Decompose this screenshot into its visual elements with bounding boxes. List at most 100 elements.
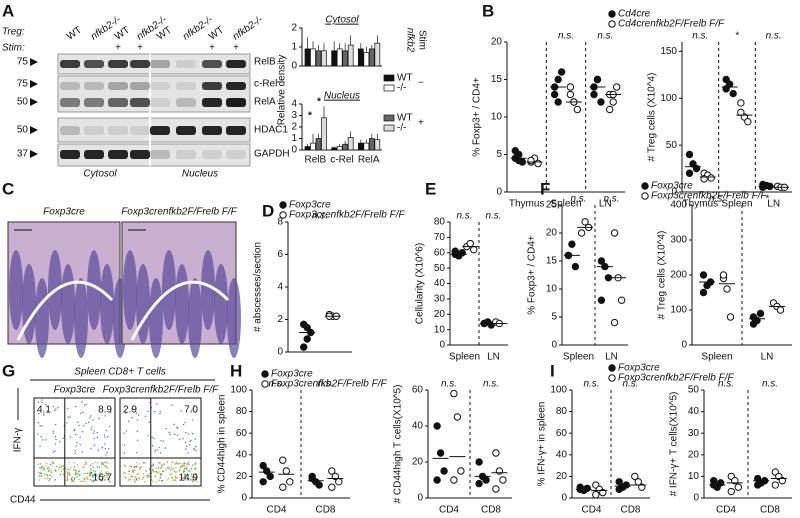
flow-event [89,464,92,466]
data-point [433,422,441,430]
flow-event [185,448,187,450]
blot-strip [57,143,251,167]
flow-event [164,447,167,449]
flow-event [52,451,55,453]
y-tick-label: 2 [277,314,283,325]
flow-event [66,422,68,424]
data-point [583,484,591,492]
flow-event [105,472,108,475]
data-point [776,306,785,314]
flow-event [129,465,131,467]
flow-event [92,419,94,421]
y-axis-label: IFN-γ [13,428,24,452]
chart-title: Cytosol [325,15,359,26]
significance: * [735,31,740,42]
flow-event [187,433,190,435]
data-point [527,156,535,165]
flow-event [48,469,51,472]
flow-event [93,444,96,446]
legend-label: Cd4crenfkb2F/Frelb F/F [618,19,725,30]
data-point [300,343,308,351]
flow-event [73,478,76,481]
flow-event [104,436,106,438]
flow-event [166,467,169,469]
flow-event [140,466,142,468]
data-point [492,449,500,457]
bar [342,50,349,67]
flow-event [159,462,161,464]
flow-event [101,479,104,481]
histology-crypt [61,264,75,344]
mw-marker: 50 [17,125,29,136]
flow-event [162,470,164,472]
y-tick-label: 0 [681,340,687,351]
flow-event [79,443,81,446]
legend-marker [608,10,616,18]
flow-event [147,435,149,437]
mw-marker: 50 [17,97,29,108]
flow-event [158,479,161,481]
flow-event [37,463,39,466]
flow-event [78,424,80,426]
flow-event [73,466,76,468]
flow-event [90,447,92,450]
flow-event [79,474,81,476]
chart-title: Nucleus [324,91,360,102]
flow-event [101,463,103,465]
y-tick-label: 15 [491,74,503,85]
flow-event [55,470,57,472]
data-point [335,478,343,486]
histology-crypt [175,264,189,344]
flow-event [188,479,190,481]
data-point [685,169,694,177]
flow-event [106,451,108,454]
flow-event [169,473,171,475]
flow-event [49,478,51,480]
y-tick-label: 40 [236,449,248,460]
data-point [754,481,762,489]
y-tick-label: 150 [660,46,677,57]
flow-event [73,428,76,431]
flow-event [139,466,141,468]
significance: * [317,97,321,108]
histology-crypt [188,278,202,358]
flow-event [133,469,136,471]
flow-event [187,452,189,454]
flow-event [76,463,79,466]
stim-sign: + [115,43,121,54]
panel-letter: E [425,179,436,198]
y-tick-label: 400 [670,200,687,211]
data-point [717,479,725,487]
quadrant-value: 4.1 [37,405,51,416]
flow-event [85,463,87,465]
lane-label: WT [207,25,226,43]
data-point [615,485,623,494]
histology-crypt [201,250,215,330]
blot-band [60,150,80,159]
flow-event [169,433,171,436]
bar [336,146,343,151]
flow-event [152,464,155,466]
blot-band [176,60,196,68]
histology-crypt [100,264,114,344]
blot-band [226,98,246,107]
flow-event [60,470,62,472]
y-tick-label: 1 [291,42,297,53]
data-point [615,478,623,486]
data-point [597,296,606,304]
flow-event [176,426,178,429]
flow-event [165,469,167,471]
y-tick-label: 20 [688,449,700,460]
x-tick-label: RelB [304,155,326,166]
flow-event [69,466,72,469]
flow-event [194,474,197,476]
blot-band [108,60,128,68]
blot-band [176,126,196,135]
flow-event [123,472,125,474]
flow-event [79,412,82,414]
blot-band [202,98,222,107]
flow-event [43,473,46,476]
flow-event [193,404,196,407]
flow-event [173,423,175,426]
flow-event [50,471,53,474]
